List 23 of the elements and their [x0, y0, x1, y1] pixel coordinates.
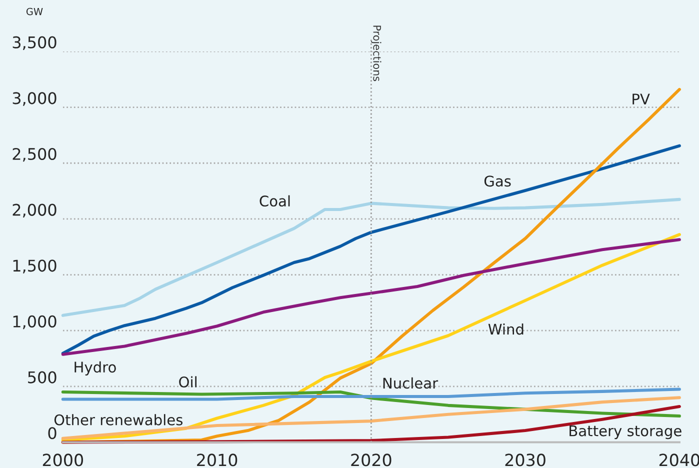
- y-tick-label: 1,000: [13, 315, 56, 330]
- series-label: Oil: [179, 376, 196, 388]
- x-tick-label: 2020: [351, 454, 392, 466]
- series-label: Gas: [484, 176, 511, 187]
- x-tick-label: 2030: [505, 454, 546, 466]
- y-axis-title: GW: [26, 8, 43, 16]
- y-tick-label: 500: [28, 371, 56, 384]
- y-tick-label: 1,500: [13, 260, 56, 274]
- series-label: Coal: [260, 195, 290, 207]
- x-tick-label: 2010: [197, 454, 238, 466]
- series-label: Hydro: [74, 361, 116, 376]
- x-tick-label: 2000: [42, 454, 84, 466]
- y-tick-label: 3,500: [12, 36, 56, 50]
- y-tick-label: 2,000: [12, 204, 56, 218]
- series-label: Battery storage: [570, 425, 682, 440]
- y-tick-label: 3,000: [12, 92, 56, 106]
- y-tick-label: 0: [48, 427, 56, 440]
- series-label: Nuclear: [383, 377, 438, 389]
- series-label: Other renewables: [54, 414, 183, 426]
- ref-line-label: Projections: [371, 26, 382, 82]
- y-tick-label: 2,500: [12, 148, 56, 162]
- series-label: PV: [632, 94, 650, 104]
- series-label: Wind: [488, 323, 524, 335]
